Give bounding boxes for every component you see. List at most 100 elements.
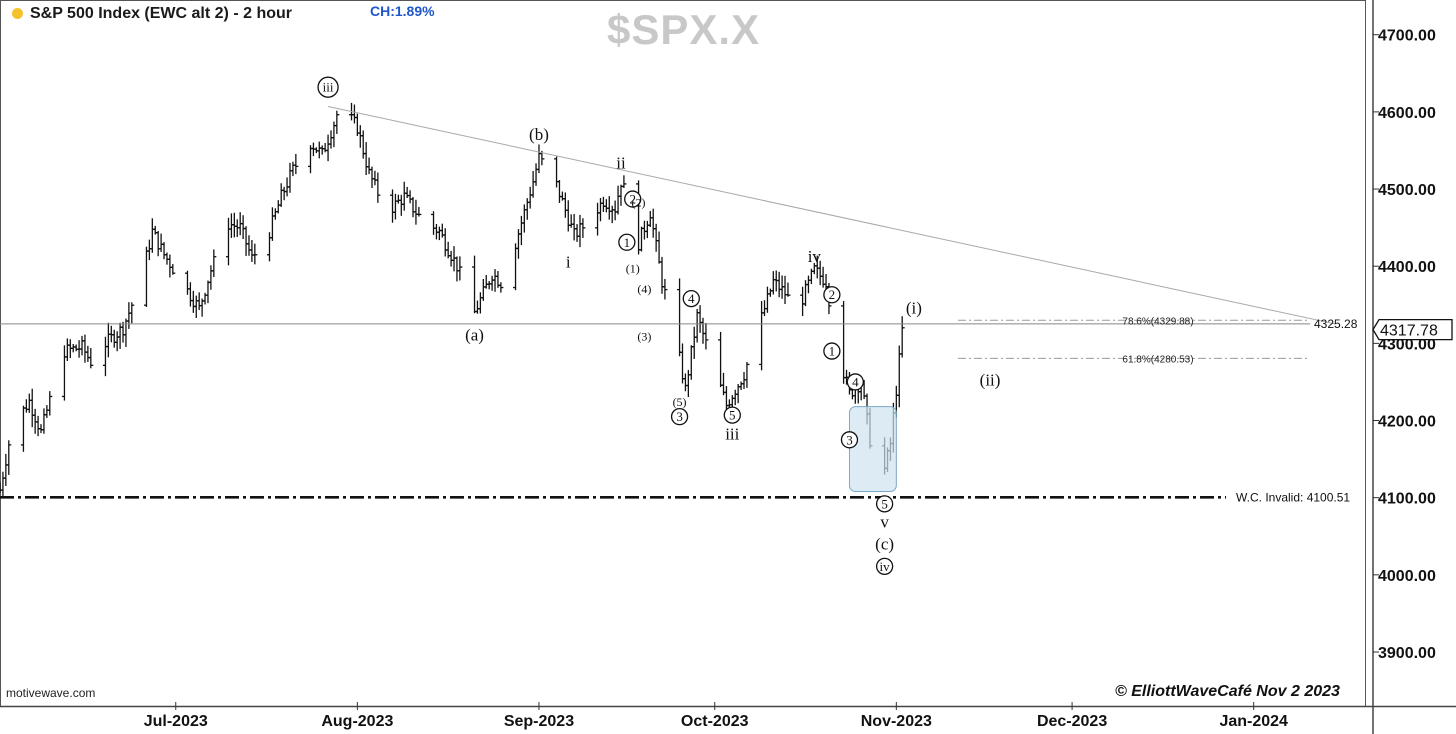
ohlc-bar [158,233,164,252]
ohlc-bar [375,172,381,203]
ohlc-bar [313,147,319,154]
ohlc-bar [328,130,334,149]
ohlc-bar [369,166,375,189]
ohlc-bar [641,220,647,240]
ohlc-bar [372,170,378,186]
ohlc-bar [211,249,217,277]
x-tick-label: Oct-2023 [681,713,749,730]
ohlc-bar [700,317,706,344]
ohlc-bar [457,256,463,281]
ohlc-bar [556,180,562,203]
ohlc-bar [659,256,665,294]
ohlc-bar [146,239,152,261]
ohlc-bar [269,207,275,241]
fib-level-label: 78.6%(4329.88) [1122,316,1193,327]
ohlc-bar [129,302,135,324]
ohlc-bar [644,220,650,239]
ohlc-bar [23,399,29,413]
ohlc-bar [841,300,847,384]
ohlc-bar [562,192,568,218]
ohlc-bar [143,246,149,308]
ohlc-bar [800,286,806,317]
wave-label: v [880,512,889,531]
wave-label: 3 [846,432,853,447]
last-price-marker: 4317.78 [1372,318,1453,341]
ohlc-bar [155,230,161,257]
ohlc-bar [70,344,76,353]
ohlc-bar [738,381,744,391]
wave-label-circle [875,557,894,575]
ohlc-bar [744,362,750,388]
ohlc-bar [366,157,372,175]
ohlc-bar [554,156,560,188]
ohlc-bar [574,224,580,242]
ohlc-bar [431,211,437,235]
ohlc-bar [580,218,586,238]
ohlc-bar [498,282,504,293]
ohlc-bar [231,212,237,238]
invalidation-line-label: W.C. Invalid: 4100.51 [1236,490,1350,504]
ohlc-bar [307,145,313,174]
wave-label-circle [823,342,841,360]
y-tick-label: 4000.00 [1378,568,1436,585]
ohlc-bar [486,281,492,290]
ohlc-bar [149,218,155,253]
ohlc-bar [395,194,401,204]
ohlc-bar [776,271,782,298]
wave-label: iii [725,424,739,443]
ohlc-bar [44,405,50,418]
ohlc-bar [102,336,108,377]
wave-label: iii [323,80,334,95]
wave-label: 4 [688,291,695,306]
wave-label: (a) [465,326,484,345]
ohlc-bar [190,290,196,313]
ohlc-bar [899,316,905,358]
ohlc-bar [448,250,454,267]
x-tick-label: Aug-2023 [321,713,393,730]
ohlc-bar [718,331,724,388]
ohlc-bar [662,278,668,300]
y-tick-label: 4400.00 [1378,259,1436,276]
last-price-box [1372,318,1453,341]
ohlc-bar [597,197,603,222]
ohlc-bar [703,322,709,350]
wave-label-circle [723,406,741,424]
ohlc-bar [416,206,422,217]
ohlc-bar [208,265,214,290]
change-percent: CH:1.89% [370,3,435,19]
ohlc-bar [123,318,129,348]
y-tick-label: 4500.00 [1378,182,1436,199]
copyright-text: © ElliottWaveCafé Nov 2 2023 [1115,683,1340,700]
ohlc-bar [480,278,486,301]
ohlc-bar [205,280,211,304]
wave-label-circle [670,408,689,426]
ohlc-bar [167,254,173,278]
ohlc-bar [571,214,577,241]
ohlc-bar [451,246,457,272]
wave-label-circle [823,286,841,304]
highlight-box [848,406,897,492]
ohlc-bar [612,200,618,221]
wave-label: (3) [637,330,651,344]
ohlc-bar [697,305,703,333]
y-tick-label: 4100.00 [1378,491,1436,508]
ohlc-bar [782,275,788,305]
ohlc-bar [759,301,765,371]
ohlc-bar [609,205,615,224]
wave-label: 2 [629,192,636,207]
ohlc-bar [518,215,524,246]
ohlc-bar [29,388,35,428]
last-price-label: 4317.78 [1380,323,1438,340]
ohlc-bar [290,161,296,177]
ohlc-bar [41,408,47,434]
wave-label: 2 [829,287,836,302]
wave-label: iv [880,559,891,574]
ohlc-bar [521,204,527,233]
ohlc-bar [896,345,902,408]
chart-title: S&P 500 Index (EWC alt 2) - 2 hour [30,5,292,22]
ohlc-bar [656,231,662,264]
ohlc-bar [568,214,574,228]
ohlc-bar [252,243,258,265]
ohlc-bar [474,300,480,314]
wave-label-circle [875,495,894,513]
